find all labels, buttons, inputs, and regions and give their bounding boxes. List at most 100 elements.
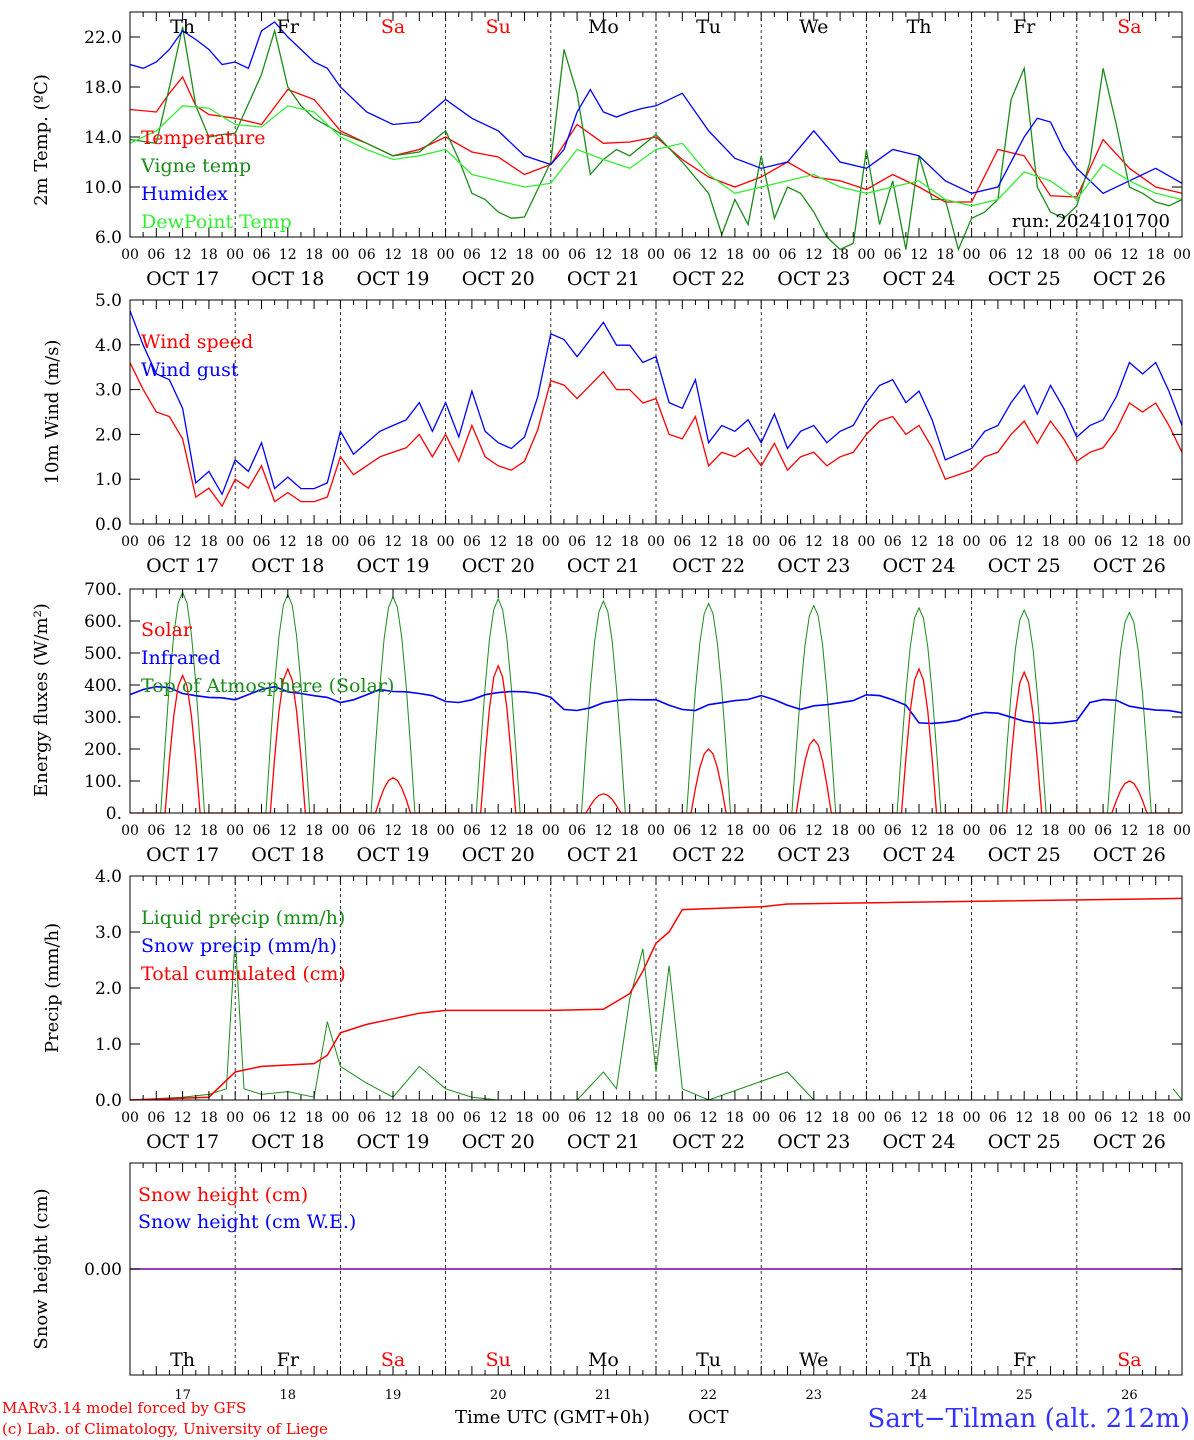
hour-tick-label: 00 xyxy=(121,823,139,839)
hour-tick-label: 00 xyxy=(647,247,665,263)
hour-tick-label: 06 xyxy=(568,1110,586,1126)
legend-entry: Humidex xyxy=(141,183,228,205)
hour-tick-label: 12 xyxy=(594,1110,612,1126)
hour-tick-label: 06 xyxy=(463,823,481,839)
hour-tick-label: 12 xyxy=(1015,247,1033,263)
hour-tick-label: 06 xyxy=(1094,247,1112,263)
y-tick-label: 500. xyxy=(84,644,122,664)
hour-tick-label: 06 xyxy=(253,534,271,550)
legend-entry: Vigne temp xyxy=(140,155,251,177)
text-layer: 00 06 12 18 OCT 17 00 06 12 18 OCT 18 00 06 12 18 OCT … xyxy=(31,16,1191,1403)
frame-layer xyxy=(129,11,1183,1376)
legend-entry: Snow precip (mm/h) xyxy=(141,935,337,957)
hour-tick-label: 00 xyxy=(1068,247,1086,263)
hour-tick-label: 12 xyxy=(1015,1110,1033,1126)
day-number-label: 18 xyxy=(280,1388,297,1403)
y-tick-label: 3.0 xyxy=(95,923,122,943)
legend-entry: Infrared xyxy=(141,647,221,669)
legend-entry: Temperature xyxy=(141,127,265,149)
hour-tick-label: 18 xyxy=(1147,534,1165,550)
day-name-label: Mo xyxy=(588,1349,619,1371)
date-label: OCT 17 xyxy=(146,1131,219,1153)
day-name-label: Sa xyxy=(1117,16,1141,38)
date-label: OCT 25 xyxy=(988,844,1061,866)
y-axis-label: Snow height (cm) xyxy=(31,1188,52,1349)
x-axis-month: OCT xyxy=(688,1407,729,1428)
date-label: OCT 18 xyxy=(251,1131,324,1153)
y-tick-label: 0.00 xyxy=(84,1260,122,1280)
date-label: OCT 22 xyxy=(672,844,745,866)
hour-tick-label: 12 xyxy=(1120,247,1138,263)
hour-tick-label: 12 xyxy=(805,534,823,550)
hour-tick-label: 00 xyxy=(542,1110,560,1126)
day-number-label: 24 xyxy=(911,1388,928,1403)
hour-tick-label: 12 xyxy=(910,534,928,550)
hour-tick-label: 12 xyxy=(1120,1110,1138,1126)
y-tick-label: 700. xyxy=(84,580,122,600)
hour-tick-label: 18 xyxy=(1042,247,1060,263)
hour-tick-label: 06 xyxy=(147,823,165,839)
hour-tick-label: 00 xyxy=(963,823,981,839)
y-tick-label: 400. xyxy=(84,676,122,696)
hour-tick-label: 00 xyxy=(121,1110,139,1126)
y-axis-label: 2m Temp. (ºC) xyxy=(31,74,52,206)
series-line-red xyxy=(129,75,1183,203)
hour-tick-label: 18 xyxy=(410,534,428,550)
date-label: OCT 19 xyxy=(356,268,429,290)
date-label: OCT 25 xyxy=(988,555,1061,577)
y-tick-label: 6.0 xyxy=(95,228,122,248)
date-label: OCT 17 xyxy=(146,268,219,290)
hour-tick-label: 12 xyxy=(700,1110,718,1126)
hour-tick-label: 00 xyxy=(226,534,244,550)
hour-tick-label: 06 xyxy=(1094,534,1112,550)
y-tick-label: 22.0 xyxy=(84,28,122,48)
hour-tick-label: 06 xyxy=(989,1110,1007,1126)
y-tick-label: 600. xyxy=(84,612,122,632)
hour-tick-label: 18 xyxy=(200,247,218,263)
hour-tick-label: 00 xyxy=(121,534,139,550)
hour-tick-label: 18 xyxy=(621,823,639,839)
credit-line-1: MARv3.14 model forced by GFS xyxy=(2,1399,246,1417)
hour-tick-label: 00 xyxy=(963,534,981,550)
series-line-red xyxy=(129,362,1183,508)
hour-tick-label: 06 xyxy=(884,1110,902,1126)
legend-entry: Total cumulated (cm) xyxy=(141,963,346,985)
hour-tick-label: 00 xyxy=(857,247,875,263)
y-tick-label: 1.0 xyxy=(95,1035,122,1055)
hour-tick-label: 00 xyxy=(963,247,981,263)
date-label: OCT 21 xyxy=(567,268,640,290)
series-line-lightgreen xyxy=(129,105,1183,207)
hour-tick-label: 18 xyxy=(305,1110,323,1126)
hour-tick-label: 00 xyxy=(647,823,665,839)
hour-tick-label: 12 xyxy=(279,534,297,550)
hour-tick-label: 18 xyxy=(936,247,954,263)
hour-tick-label: 06 xyxy=(989,247,1007,263)
hour-tick-label: 18 xyxy=(1042,534,1060,550)
hour-tick-label: 00 xyxy=(226,1110,244,1126)
hour-tick-label: 00 xyxy=(331,823,349,839)
day-number-label: 22 xyxy=(700,1388,717,1403)
y-tick-label: 200. xyxy=(84,740,122,760)
hour-tick-label: 06 xyxy=(463,247,481,263)
x-axis-title: Time UTC (GMT+0h) xyxy=(455,1407,650,1428)
hour-tick-label: 00 xyxy=(857,534,875,550)
panel-frame xyxy=(129,299,1183,525)
day-name-label: Sa xyxy=(381,16,405,38)
hour-tick-label: 18 xyxy=(831,823,849,839)
hour-tick-label: 06 xyxy=(463,534,481,550)
hour-tick-label: 12 xyxy=(594,823,612,839)
date-label: OCT 24 xyxy=(882,844,955,866)
day-name-label: Mo xyxy=(588,16,619,38)
hour-tick-label: 06 xyxy=(884,534,902,550)
date-label: OCT 20 xyxy=(462,844,535,866)
legend-entry: Snow height (cm) xyxy=(138,1184,308,1206)
hour-tick-label: 06 xyxy=(463,1110,481,1126)
hour-tick-label: 06 xyxy=(779,1110,797,1126)
date-label: OCT 18 xyxy=(251,844,324,866)
series-line-blue xyxy=(129,21,1183,195)
hour-tick-label: 18 xyxy=(1042,1110,1060,1126)
y-tick-label: 4.0 xyxy=(95,336,122,356)
hour-tick-label: 18 xyxy=(831,1110,849,1126)
hour-tick-label: 06 xyxy=(358,1110,376,1126)
date-label: OCT 19 xyxy=(356,1131,429,1153)
